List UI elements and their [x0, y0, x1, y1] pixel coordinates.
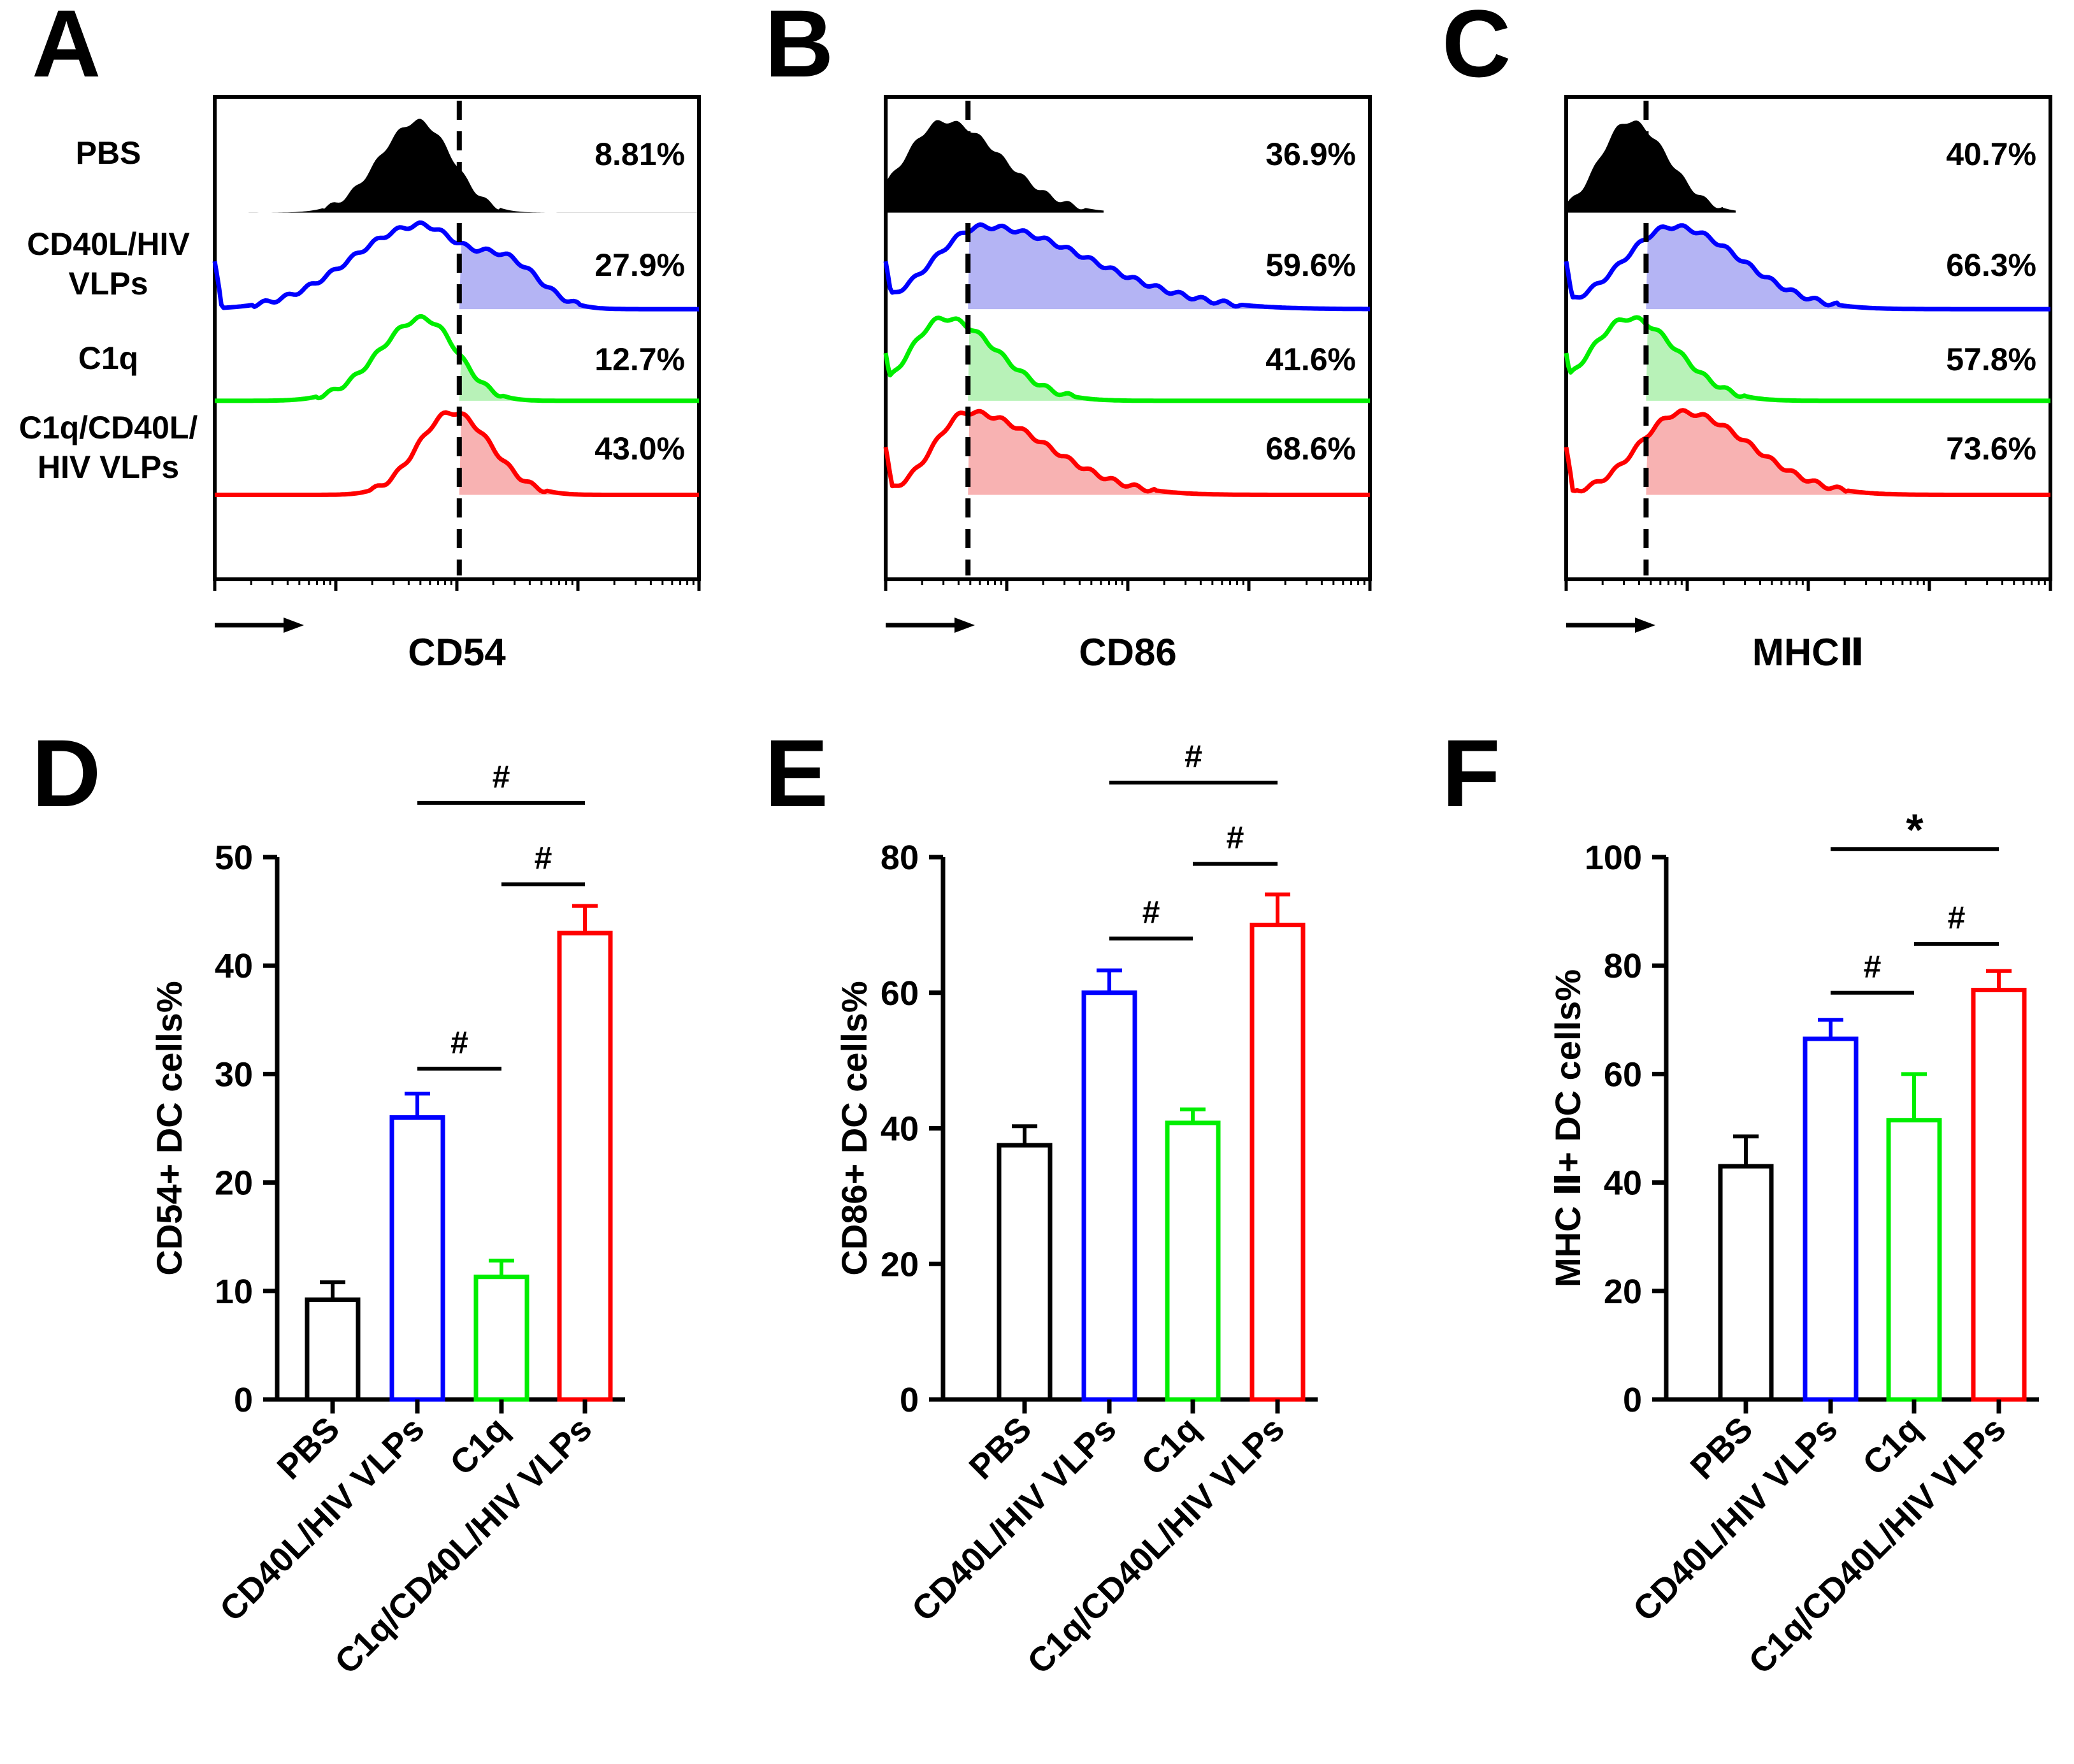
- gated-area-cd40l-hiv-vlps: [459, 243, 699, 310]
- bar-c1q-cd40l-hiv-vlps: [557, 930, 613, 1402]
- bar-pbs: [305, 1297, 361, 1402]
- panel-letter: B: [765, 0, 833, 97]
- histogram-pbs: [1566, 120, 1736, 213]
- axis-arrow-head: [284, 618, 304, 633]
- gated-area-c1q-cd40l-hiv-vlps: [1646, 410, 2050, 495]
- y-tick-label: 0: [1623, 1381, 1642, 1419]
- percent-label-c1q: 57.8%: [1946, 342, 2036, 377]
- gated-area-c1q: [968, 329, 1370, 401]
- bar-c1q-cd40l-hiv-vlps: [1249, 922, 1306, 1402]
- percent-label-cd40l-hiv-vlps: 59.6%: [1265, 247, 1356, 283]
- histogram-pbs: [248, 119, 699, 213]
- y-tick-label: 30: [215, 1055, 253, 1094]
- significance-mark: #: [1948, 900, 1966, 936]
- histogram-cd40l-hiv-vlps: [212, 220, 699, 312]
- percent-label-c1q: 12.7%: [594, 342, 685, 377]
- y-tick-label: 0: [900, 1381, 919, 1419]
- significance-mark: #: [450, 1025, 468, 1060]
- significance-mark: #: [535, 841, 552, 876]
- panel-letter: A: [32, 0, 101, 97]
- significance-mark: #: [1864, 949, 1882, 985]
- y-tick-label: 80: [1604, 947, 1642, 985]
- y-tick-label: 50: [215, 839, 253, 877]
- percent-label-c1q-cd40l-hiv-vlps: 68.6%: [1265, 431, 1356, 466]
- gated-area-c1q-cd40l-hiv-vlps: [968, 411, 1370, 495]
- y-tick-label: 20: [215, 1164, 253, 1203]
- histogram-pbs: [886, 120, 1104, 213]
- y-tick-label: 40: [1604, 1164, 1642, 1203]
- axis-arrow-head: [954, 618, 975, 633]
- bar-cd40l-hiv-vlps: [1081, 990, 1137, 1402]
- y-tick-label: 100: [1585, 839, 1642, 877]
- gated-area-c1q-cd40l-hiv-vlps: [459, 413, 699, 495]
- percent-label-cd40l-hiv-vlps: 27.9%: [594, 247, 685, 283]
- gated-area-cd40l-hiv-vlps: [968, 224, 1370, 310]
- bar-c1q: [1165, 1120, 1221, 1402]
- bar-pbs: [997, 1143, 1053, 1402]
- significance-mark: #: [1227, 820, 1244, 856]
- y-tick-label: 40: [881, 1110, 919, 1148]
- panel-a-cd54-histogram: A CD54 8.81% 27.9% 12.7% 43.0% PBS CD40L/HIV VLP…: [19, 0, 701, 674]
- percent-label-c1q-cd40l-hiv-vlps: 43.0%: [594, 431, 685, 466]
- y-axis-label: CD86+ DC cells%: [834, 981, 874, 1275]
- percent-label-c1q: 41.6%: [1265, 342, 1356, 377]
- y-tick-label: 20: [1604, 1273, 1642, 1311]
- y-axis-label: CD54+ DC cells%: [149, 981, 189, 1275]
- bar-cd40l-hiv-vlps: [389, 1115, 445, 1402]
- gated-area-c1q: [1646, 326, 2050, 401]
- percent-label-c1q-cd40l-hiv-vlps: 73.6%: [1946, 431, 2036, 466]
- row-label: C1q/CD40L/: [19, 410, 198, 445]
- panel-c-mhcii-histogram: C MHCⅡ 40.7% 66.3% 57.8% 73.6%: [1442, 0, 2052, 674]
- y-tick-label: 60: [1604, 1055, 1642, 1094]
- row-label: PBS: [76, 135, 141, 171]
- x-axis-label: MHCⅡ: [1752, 631, 1864, 674]
- y-tick-label: 0: [234, 1381, 253, 1419]
- significance-mark: #: [493, 759, 510, 795]
- axis-arrow-head: [1635, 618, 1655, 633]
- y-tick-label: 10: [215, 1273, 253, 1311]
- y-tick-label: 20: [881, 1245, 919, 1283]
- percent-label-pbs: 8.81%: [594, 136, 685, 172]
- y-tick-label: 40: [215, 947, 253, 985]
- bar-pbs: [1718, 1164, 1774, 1402]
- significance-mark: #: [1185, 739, 1202, 774]
- bar-c1q: [473, 1275, 529, 1402]
- panel-letter: F: [1442, 719, 1501, 827]
- y-axis-label: MHC Ⅱ+ DC cells%: [1548, 969, 1588, 1287]
- percent-label-cd40l-hiv-vlps: 66.3%: [1946, 247, 2036, 283]
- percent-label-pbs: 40.7%: [1946, 136, 2036, 172]
- y-tick-label: 80: [881, 839, 919, 877]
- row-label: VLPs: [68, 266, 148, 301]
- significance-mark: #: [1142, 895, 1160, 930]
- x-axis-label: CD86: [1079, 631, 1176, 674]
- bar-c1q-cd40l-hiv-vlps: [1971, 987, 2027, 1402]
- x-axis-label: CD54: [408, 631, 506, 674]
- percent-label-pbs: 36.9%: [1265, 136, 1356, 172]
- bar-c1q: [1886, 1118, 1942, 1402]
- bar-cd40l-hiv-vlps: [1803, 1036, 1859, 1402]
- row-label: C1q: [78, 340, 138, 376]
- panel-b-cd86-histogram: B CD86 36.9% 59.6% 41.6% 68.6%: [765, 0, 1372, 674]
- panel-letter: E: [765, 719, 828, 827]
- gated-area-c1q: [459, 356, 699, 401]
- y-tick-label: 60: [881, 974, 919, 1013]
- panel-letter: D: [32, 719, 101, 827]
- gated-area-cd40l-hiv-vlps: [1646, 225, 2050, 310]
- row-label: CD40L/HIV: [27, 226, 190, 262]
- significance-mark: *: [1906, 805, 1924, 855]
- row-label: HIV VLPs: [38, 449, 179, 485]
- panel-letter: C: [1442, 0, 1511, 97]
